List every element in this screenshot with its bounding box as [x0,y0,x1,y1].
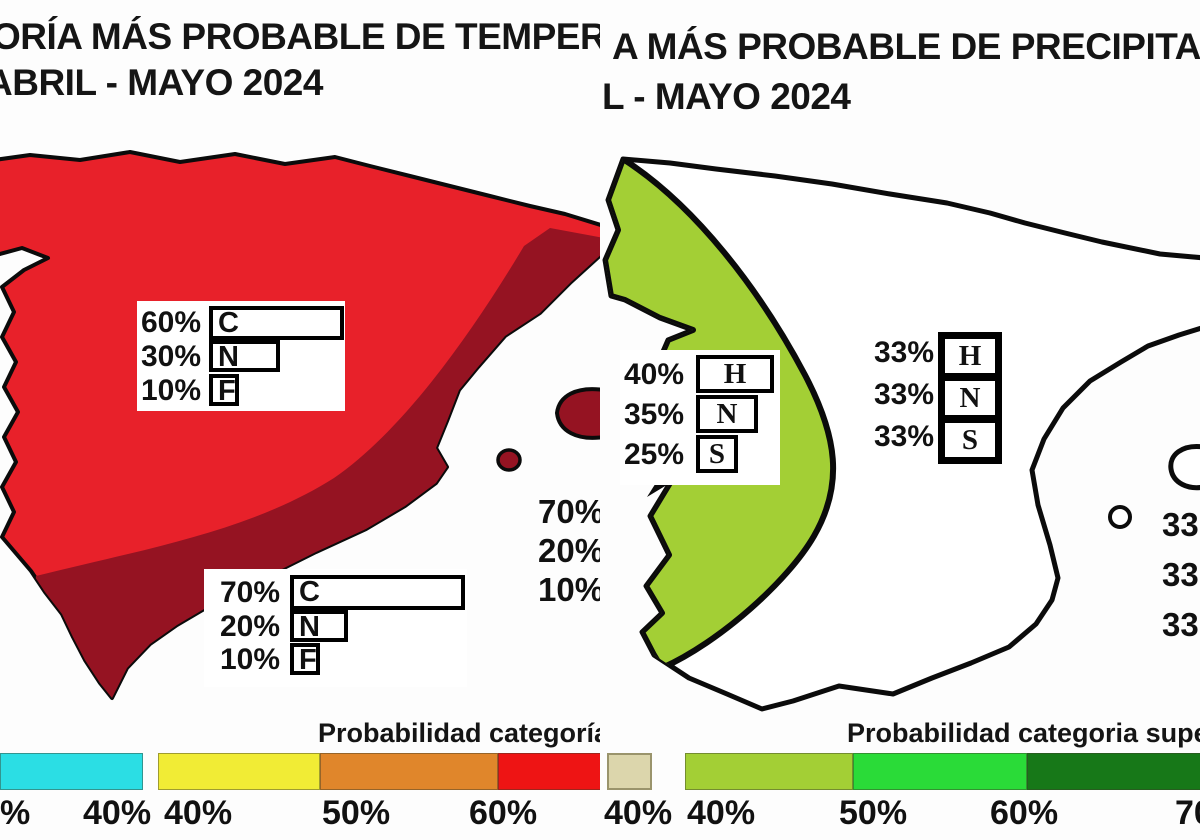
category-bar: H [941,335,999,377]
probability-value: 35% [623,398,684,431]
legend-segment-red [498,753,600,790]
island-mallorca [1168,444,1200,491]
table-row: 25% S [620,435,780,475]
legend-tick: 40% [164,794,233,832]
legend-title-precipitation: Probabilidad categoria superior [847,718,1200,748]
map-subtitle-period: ABRIL - MAYO 2024 [0,62,323,103]
category-bar: S [696,435,738,473]
table-row: 60% C [137,306,345,340]
category-bar: F [209,374,239,406]
category-bar: N [290,610,348,642]
legend-segment-green [853,753,1027,790]
table-row: 70% C [204,575,467,610]
legend-tick: 50% [839,794,908,832]
probability-value: 70% [538,493,600,530]
probability-value: 40% [623,358,684,391]
probability-value: 30% [140,340,201,373]
probability-table-northwest: 60% C 30% N 10% F [137,301,345,411]
legend-tick: 60% [990,794,1059,832]
legend-title-temperature: Probabilidad categoría sup [318,718,600,748]
legend-segment-cyan [0,753,143,790]
legend-tick: 40% [687,794,756,832]
probability-value: 20% [538,532,600,569]
probability-value: 10% [219,643,280,676]
probability-value: 60% [140,306,201,339]
table-row: 20% N [204,610,467,643]
island-mallorca [554,387,600,440]
table-row: 10% F [137,374,345,408]
probability-value: 33 [1162,556,1199,593]
probability-value: 33% [874,336,935,369]
probability-value: 33 [1162,506,1199,543]
probability-value: 25% [623,438,684,471]
category-bar: N [209,340,280,372]
table-row: 40% H [620,355,780,395]
legend-segment-darkgreen [1027,753,1200,790]
category-bar: C [209,306,344,340]
legend-segment-yellow [158,753,320,790]
probability-table-center: 33% 33% 33% H N S [874,332,1002,464]
legend-tick: 60% [469,794,538,832]
map-title-precipitation: A MÁS PROBABLE DE PRECIPITAC [612,26,1200,67]
map-subtitle-period: L - MAYO 2024 [602,76,851,117]
island-ibiza [1108,505,1132,529]
panel-precipitation: A MÁS PROBABLE DE PRECIPITAC L - MAYO 20… [600,0,1200,840]
table-row: 10% F [204,643,467,676]
probability-value: 33% [874,378,935,411]
category-bar: S [941,419,999,461]
island-ibiza [496,448,522,472]
probability-labels-east-cut: 70% 20% 10% [538,492,600,609]
legend-segment-orange [320,753,498,790]
probability-values-column: 33% 33% 33% [874,332,935,464]
probability-value: 70% [219,576,280,609]
category-bar: F [290,643,320,675]
probability-value: 33% [874,420,935,453]
probability-table-south: 70% C 20% N 10% F [204,569,467,687]
category-cells: H N S [938,332,1002,464]
legend-tick: 70 % [1175,794,1200,832]
legend-tick: 40% [83,794,152,832]
probability-table-west: 40% H 35% N 25% S [620,350,780,485]
table-row: 30% N [137,340,345,374]
panel-temperature: ORÍA MÁS PROBABLE DE TEMPERA ABRIL - MAY… [0,16,600,832]
table-row: 35% N [620,395,780,435]
legend-segment-yellowgreen [685,753,853,790]
legend-tick: 40% [604,794,673,832]
probability-value: 10% [538,571,600,608]
category-bar: N [941,377,999,419]
legend-segment-beige [607,753,652,790]
probability-value: 33 [1162,606,1199,643]
probability-value: 20% [219,610,280,643]
category-bar: N [696,395,758,433]
map-title-temperature: ORÍA MÁS PROBABLE DE TEMPERA [0,16,600,57]
temperature-map [0,150,600,700]
probability-value: 10% [140,374,201,407]
category-bar: H [696,355,774,393]
category-bar: C [290,575,465,610]
legend-tick: % [0,794,31,832]
legend-tick: 50% [322,794,391,832]
probability-labels-east-cut: 33 33 33 [1162,500,1199,650]
